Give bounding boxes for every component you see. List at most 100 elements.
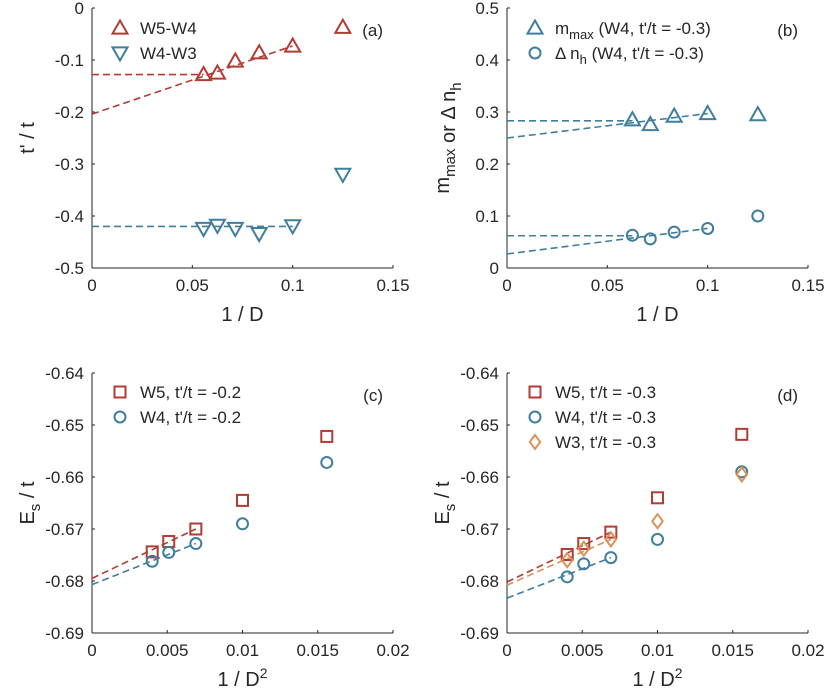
legend-marker [525, 18, 545, 35]
y-tick-label: -0.67 [460, 520, 499, 539]
data-point [604, 525, 618, 539]
legend-marker [528, 385, 542, 399]
data-point [249, 43, 269, 60]
y-tick-label: -0.68 [460, 572, 499, 591]
data-point [651, 512, 664, 530]
legend-label: W4, t'/t = -0.2 [140, 408, 241, 427]
y-tick-label: -0.69 [460, 624, 499, 643]
y-tick-label: 0.3 [475, 103, 499, 122]
legend-marker [110, 18, 130, 35]
fit-line [506, 112, 708, 139]
x-tick-label: 0.1 [696, 276, 720, 295]
data-point [664, 106, 684, 123]
y-tick-label: 0.2 [475, 155, 499, 174]
chart-panel-3: 0 0.005 0.01 0.015 0.02 -0.64 -0.65 -0.66 -0.67 -… [432, 364, 825, 689]
x-tick-label: 0.05 [176, 276, 209, 295]
data-point [577, 557, 591, 571]
legend-marker [528, 433, 542, 451]
y-axis-label: t' / t [17, 122, 39, 154]
y-axis-label: Es / t [432, 481, 459, 525]
legend-label: W5, t'/t = -0.3 [555, 383, 656, 402]
y-tick-label: -0.67 [45, 520, 84, 539]
y-axis-label: Es / t [17, 481, 44, 525]
legend-marker [113, 410, 127, 424]
y-tick-label: -0.1 [55, 51, 84, 70]
chart-panel-1: 0 0.05 0.1 0.15 0 0.1 0.2 0.3 0.4 0.5 1 / D mmax or… [432, 0, 825, 326]
data-point [194, 221, 213, 238]
x-tick-label: 0.02 [376, 641, 409, 660]
fit-line [506, 531, 612, 583]
chart-panel-0: 0 0.05 0.1 0.15 0 -0.1 -0.2 -0.3 -0.4 -0.5 1 / D t'… [17, 0, 410, 326]
data-point [320, 455, 334, 469]
x-tick-label: 0.005 [146, 641, 189, 660]
data-point [604, 530, 618, 549]
data-point [623, 110, 642, 127]
data-point [320, 429, 334, 443]
x-tick-label: 0.015 [711, 641, 754, 660]
data-point [560, 570, 574, 584]
x-tick-label: 0.015 [296, 641, 339, 660]
data-point [604, 551, 618, 565]
x-tick-label: 0.005 [561, 641, 604, 660]
y-tick-label: -0.66 [45, 468, 84, 487]
data-point [226, 221, 245, 238]
data-point [560, 551, 574, 569]
data-point [249, 227, 269, 244]
data-point [333, 167, 353, 184]
fit-line [506, 556, 612, 599]
x-tick-label: 0 [87, 276, 96, 295]
data-point [283, 36, 302, 53]
data-point [667, 225, 681, 239]
data-point [162, 534, 176, 548]
legend-label: W5, t'/t = -0.2 [140, 383, 241, 402]
legend-marker [113, 385, 127, 399]
data-point [735, 465, 749, 484]
y-tick-label: -0.3 [55, 155, 84, 174]
data-point [577, 537, 591, 551]
y-tick-label: -0.66 [460, 468, 499, 487]
panel-tag: (c) [363, 386, 383, 405]
x-tick-label: 0 [502, 276, 511, 295]
legend-label: W4-W3 [140, 44, 197, 63]
y-tick-label: 0.1 [475, 207, 499, 226]
y-tick-label: 0.4 [475, 51, 499, 70]
data-point [748, 105, 768, 122]
legend-label: W5-W4 [140, 19, 197, 38]
chart-panel-2: 0 0.005 0.01 0.015 0.02 -0.64 -0.65 -0.66 -0.67 -… [17, 364, 410, 689]
x-axis-label: 1 / D [636, 304, 678, 326]
data-point [226, 51, 245, 68]
legend-marker [528, 410, 542, 424]
x-tick-label: 0.05 [591, 276, 624, 295]
data-point [577, 540, 591, 558]
y-tick-label: 0.5 [475, 0, 499, 18]
data-point [236, 517, 249, 531]
y-tick-label: -0.69 [45, 624, 84, 643]
data-point [651, 491, 664, 505]
data-point [145, 545, 159, 559]
data-point [162, 545, 176, 559]
data-point [625, 228, 639, 242]
fit-line [91, 542, 197, 586]
legend-label: W4, t'/t = -0.3 [555, 408, 656, 427]
data-point [701, 221, 715, 235]
data-point [560, 547, 574, 561]
x-tick-label: 0.15 [376, 276, 409, 295]
y-tick-label: 0 [490, 259, 499, 278]
fit-line [506, 227, 708, 255]
legend-label: W3, t'/t = -0.3 [555, 433, 656, 452]
fit-line [91, 528, 197, 580]
data-point [751, 209, 765, 223]
y-axis-label: mmax or Δ nh [432, 82, 465, 193]
data-point [208, 63, 227, 80]
y-tick-label: -0.68 [45, 572, 84, 591]
data-point [698, 104, 717, 121]
y-tick-label: -0.65 [460, 416, 499, 435]
y-tick-label: -0.64 [45, 364, 84, 383]
panel-tag: (a) [362, 21, 383, 40]
panel-tag: (d) [777, 386, 798, 405]
legend-marker [110, 46, 130, 63]
legend-marker [528, 46, 542, 60]
x-axis-label: 1 / D2 [217, 665, 267, 689]
y-tick-label: 0 [75, 0, 84, 18]
x-tick-label: 0.01 [641, 641, 674, 660]
